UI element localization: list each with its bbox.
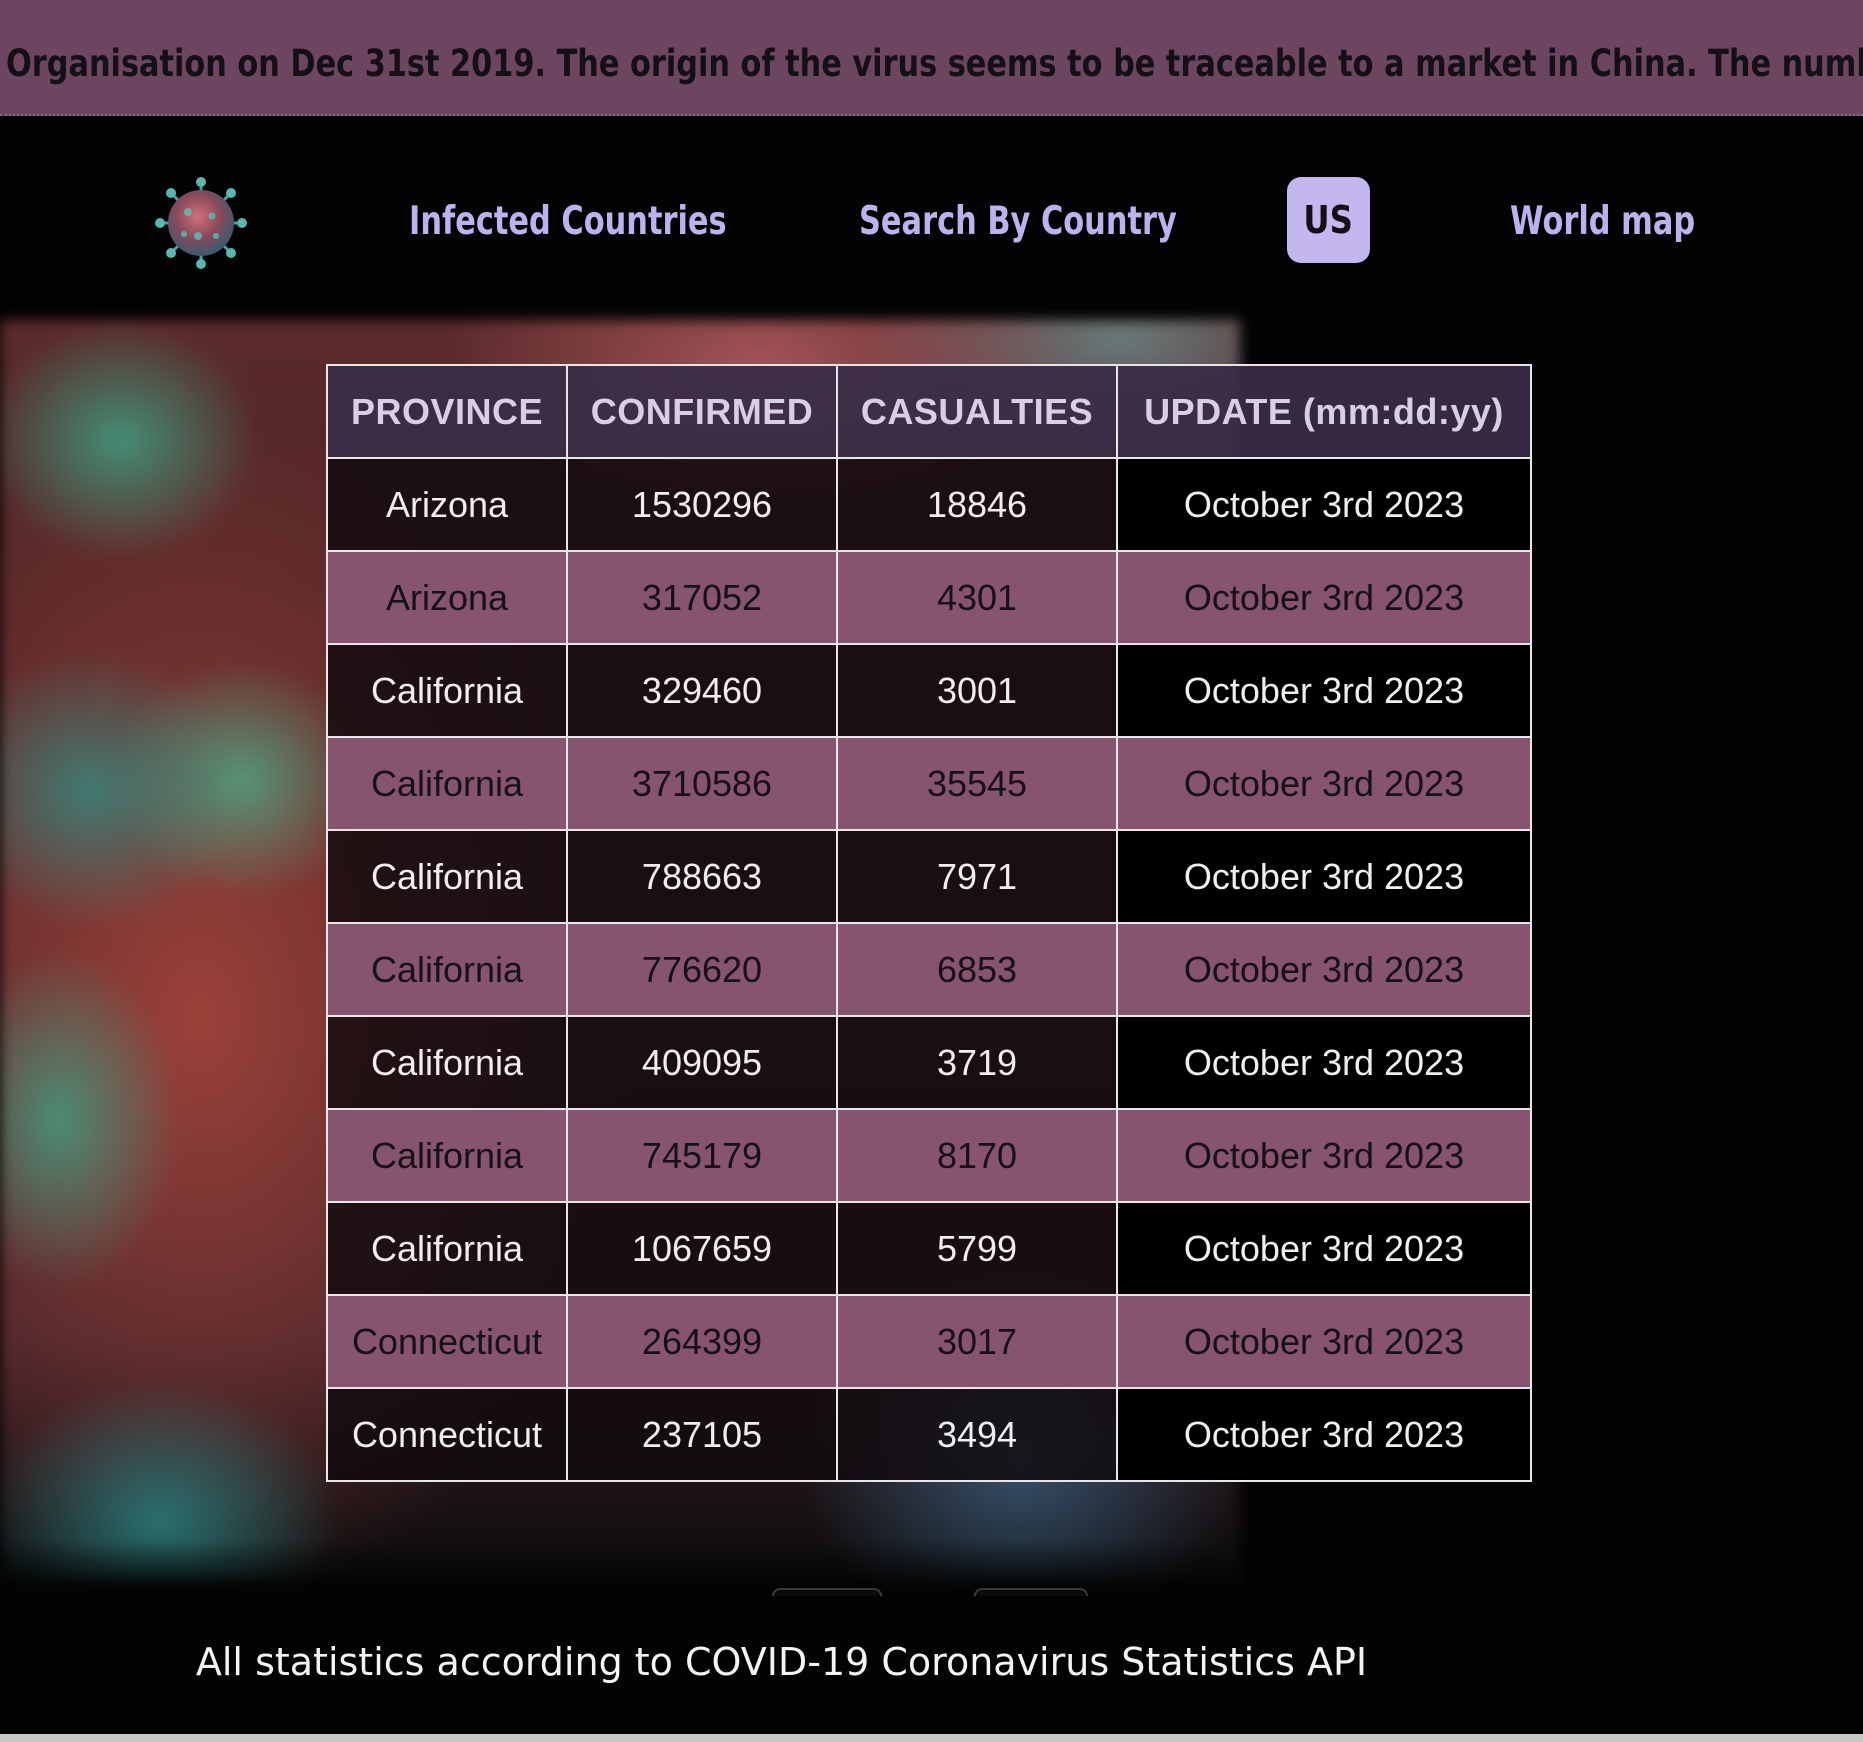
pagination-next-button[interactable] (974, 1588, 1088, 1596)
cell-casualties: 18846 (836, 457, 1118, 552)
cell-casualties: 6853 (836, 922, 1118, 1017)
cell-province: California (326, 736, 568, 831)
cell-update: October 3rd 2023 (1116, 922, 1532, 1017)
table-row: California 745179 8170 October 3rd 2023 (326, 1108, 1532, 1203)
table-header-row: PROVINCE CONFIRMED CASUALTIES UPDATE (mm… (326, 364, 1532, 459)
cell-casualties: 3017 (836, 1294, 1118, 1389)
cell-province: California (326, 1201, 568, 1296)
table-row: Connecticut 264399 3017 October 3rd 2023 (326, 1294, 1532, 1389)
table-row: Arizona 1530296 18846 October 3rd 2023 (326, 457, 1532, 552)
nav-infected-countries[interactable]: Infected Countries (409, 199, 727, 244)
cell-casualties: 3494 (836, 1387, 1118, 1482)
cell-update: October 3rd 2023 (1116, 1294, 1532, 1389)
horizontal-scrollbar[interactable] (0, 1734, 1863, 1742)
table-row: Arizona 317052 4301 October 3rd 2023 (326, 550, 1532, 645)
cell-update: October 3rd 2023 (1116, 1201, 1532, 1296)
cell-casualties: 5799 (836, 1201, 1118, 1296)
footer-attribution-text: All statistics according to COVID-19 Cor… (195, 1640, 1368, 1684)
cell-province: California (326, 922, 568, 1017)
cell-confirmed: 317052 (566, 550, 838, 645)
coronavirus-icon[interactable] (154, 176, 248, 270)
table-row: California 409095 3719 October 3rd 2023 (326, 1015, 1532, 1110)
header-province[interactable]: PROVINCE (326, 364, 568, 459)
cell-update: October 3rd 2023 (1116, 457, 1532, 552)
cell-province: California (326, 643, 568, 738)
cell-confirmed: 237105 (566, 1387, 838, 1482)
cell-confirmed: 264399 (566, 1294, 838, 1389)
cell-casualties: 8170 (836, 1108, 1118, 1203)
cell-casualties: 4301 (836, 550, 1118, 645)
us-stats-table: PROVINCE CONFIRMED CASUALTIES UPDATE (mm… (326, 364, 1532, 1482)
cell-confirmed: 745179 (566, 1108, 838, 1203)
nav-us-label: US (1303, 198, 1354, 242)
cell-confirmed: 329460 (566, 643, 838, 738)
cell-confirmed: 1067659 (566, 1201, 838, 1296)
table-row: California 776620 6853 October 3rd 2023 (326, 922, 1532, 1017)
marquee-text: Organisation on Dec 31st 2019. The origi… (6, 42, 1863, 85)
cell-casualties: 3719 (836, 1015, 1118, 1110)
cell-casualties: 7971 (836, 829, 1118, 924)
cell-province: California (326, 1015, 568, 1110)
cell-confirmed: 409095 (566, 1015, 838, 1110)
news-marquee: Organisation on Dec 31st 2019. The origi… (0, 0, 1863, 116)
cell-update: October 3rd 2023 (1116, 829, 1532, 924)
navbar: Infected Countries Search By Country US … (0, 116, 1863, 320)
header-casualties[interactable]: CASUALTIES (836, 364, 1118, 459)
nav-us-tab[interactable]: US (1287, 177, 1370, 263)
cell-province: California (326, 1108, 568, 1203)
cell-casualties: 35545 (836, 736, 1118, 831)
table-row: California 1067659 5799 October 3rd 2023 (326, 1201, 1532, 1296)
header-update[interactable]: UPDATE (mm:dd:yy) (1116, 364, 1532, 459)
table-row: California 329460 3001 October 3rd 2023 (326, 643, 1532, 738)
cell-update: October 3rd 2023 (1116, 1015, 1532, 1110)
cell-province: California (326, 829, 568, 924)
cell-update: October 3rd 2023 (1116, 736, 1532, 831)
cell-confirmed: 776620 (566, 922, 838, 1017)
nav-world-map[interactable]: World map (1510, 199, 1696, 244)
cell-update: October 3rd 2023 (1116, 550, 1532, 645)
cell-province: Connecticut (326, 1387, 568, 1482)
cell-confirmed: 788663 (566, 829, 838, 924)
cell-update: October 3rd 2023 (1116, 1108, 1532, 1203)
cell-confirmed: 1530296 (566, 457, 838, 552)
cell-province: Arizona (326, 457, 568, 552)
header-confirmed[interactable]: CONFIRMED (566, 364, 838, 459)
cell-update: October 3rd 2023 (1116, 1387, 1532, 1482)
table-row: Connecticut 237105 3494 October 3rd 2023 (326, 1387, 1532, 1482)
cell-update: October 3rd 2023 (1116, 643, 1532, 738)
table-row: California 788663 7971 October 3rd 2023 (326, 829, 1532, 924)
cell-confirmed: 3710586 (566, 736, 838, 831)
pagination-prev-button[interactable] (772, 1588, 882, 1596)
cell-province: Connecticut (326, 1294, 568, 1389)
table-row: California 3710586 35545 October 3rd 202… (326, 736, 1532, 831)
cell-casualties: 3001 (836, 643, 1118, 738)
cell-province: Arizona (326, 550, 568, 645)
nav-search-by-country[interactable]: Search By Country (859, 199, 1177, 244)
footer-attribution: All statistics according to COVID-19 Cor… (0, 1640, 1863, 1684)
